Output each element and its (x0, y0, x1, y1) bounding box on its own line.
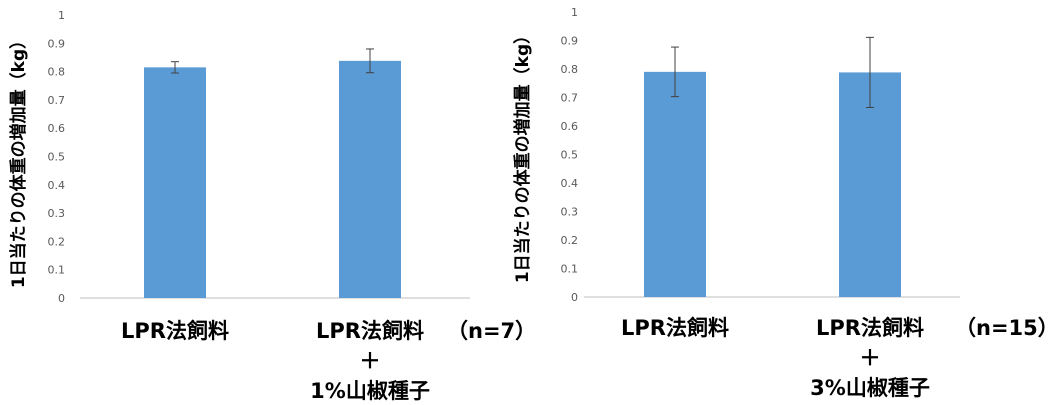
y-tick-label: 0.3 (48, 207, 66, 220)
y-tick-label: 0.8 (561, 63, 579, 76)
y-tick-label: 0.1 (48, 264, 66, 277)
y-tick-label: 0.6 (561, 120, 579, 133)
category-label: 1%山椒種子 (310, 379, 430, 403)
y-tick-label: 0.7 (48, 94, 66, 107)
category-label: ＋ (360, 349, 381, 373)
y-tick-label: 0.5 (48, 151, 66, 164)
y-tick-label: 1 (58, 9, 65, 22)
y-tick-label: 0.2 (48, 235, 66, 248)
bar-2 (839, 72, 901, 297)
y-tick-label: 0.9 (48, 37, 66, 50)
y-tick-label: 0.2 (561, 234, 579, 247)
y-tick-label: 0.3 (561, 206, 579, 219)
y-axis-label: 1日当たりの体重の増加量（kg） (8, 32, 29, 288)
chart-1: 1日当たりの体重の増加量（kg） 0 0.1 0.2 0.3 0.4 0.5 0.6 0.7 0.… (8, 9, 536, 403)
y-tick-label: 0.4 (48, 179, 66, 192)
bar-1 (644, 71, 706, 297)
y-tick-label: 0.5 (561, 149, 579, 162)
category-label: ＋ (860, 346, 881, 370)
bar-1 (144, 67, 206, 298)
y-tick-label: 0.6 (48, 122, 66, 135)
category-label: LPR法飼料 (121, 319, 229, 343)
y-tick-label: 1 (571, 6, 578, 19)
y-tick-label: 0.8 (48, 66, 66, 79)
y-tick-label: 0.9 (561, 35, 579, 48)
y-tick-label: 0.1 (561, 263, 579, 276)
sample-size-note: （n=15） (955, 316, 1049, 340)
sample-size-note: （n=7） (447, 319, 536, 343)
y-tick-label: 0.4 (561, 177, 579, 190)
y-tick-label: 0 (571, 291, 578, 304)
y-axis-label: 1日当たりの体重の増加量（kg） (512, 27, 533, 283)
category-label: LPR法飼料 (316, 319, 424, 343)
category-label: LPR法飼料 (816, 316, 924, 340)
category-label: 3%山椒種子 (810, 376, 930, 400)
y-tick-label: 0.7 (561, 92, 579, 105)
category-label: LPR法飼料 (621, 316, 729, 340)
bar-2 (339, 60, 401, 298)
y-tick-label: 0 (58, 292, 65, 305)
chart-2: 1日当たりの体重の増加量（kg） 0 0.1 0.2 0.3 0.4 0.5 0.6 0.7 0.… (512, 6, 1049, 400)
